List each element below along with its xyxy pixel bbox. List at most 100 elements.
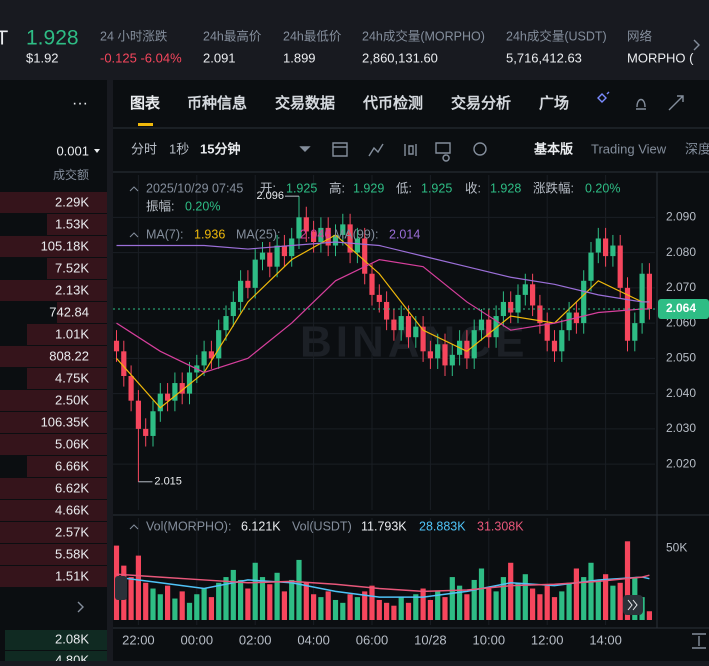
last-price: 1.928: [26, 27, 79, 50]
vol-tick-label: 50K: [666, 541, 687, 555]
ma-legend-name: MA(7):: [146, 227, 184, 241]
stat-value: 1.899: [283, 50, 316, 65]
candle-body: [318, 227, 324, 242]
tab[interactable]: 广场: [539, 94, 569, 112]
candle-body: [150, 411, 156, 436]
scroll-icon[interactable]: [627, 599, 638, 611]
candle-body: [508, 301, 514, 313]
bell-icon[interactable]: [636, 98, 646, 110]
candle-body: [369, 273, 375, 295]
volume-bar: [376, 599, 382, 620]
depth-bar: [0, 280, 107, 301]
info-text: 1.929: [353, 181, 384, 195]
candle-body: [303, 217, 309, 232]
view[interactable]: 深度: [685, 141, 709, 156]
candle-body: [522, 284, 528, 295]
candle-body: [245, 280, 251, 288]
interval[interactable]: 15分钟: [200, 141, 240, 156]
candle-body: [420, 326, 426, 352]
volume-bar: [347, 594, 353, 620]
stat-value: 2,860,131.60: [362, 50, 438, 65]
order-amount: 2.13K: [55, 282, 89, 297]
volume-bar: [230, 569, 236, 620]
volume-bar: [143, 582, 149, 620]
y-tick-label: 2.020: [666, 456, 696, 470]
expand-icon[interactable]: [668, 95, 684, 111]
collapse-icon[interactable]: [129, 232, 139, 238]
last-price-label: 2.064: [666, 301, 696, 315]
interval[interactable]: 1秒: [169, 141, 189, 156]
more-menu[interactable]: ···: [72, 95, 88, 112]
x-tick-label: 22:00: [122, 632, 155, 647]
volume-bar: [194, 594, 200, 620]
symbol: T: [0, 27, 8, 49]
collapse-icon[interactable]: [129, 186, 139, 192]
price-usd: $1.92: [26, 50, 59, 65]
order-amount: 106.35K: [41, 414, 90, 429]
tool-icon[interactable]: [473, 142, 487, 156]
volume-bar: [588, 562, 594, 620]
volume-legend: Vol(MORPHO):: [146, 519, 231, 533]
volume-bar: [595, 579, 601, 620]
expand-arrow[interactable]: [77, 601, 84, 613]
candle-body: [223, 316, 229, 331]
candle-body: [646, 273, 652, 309]
candle-body: [135, 400, 141, 429]
candle-body: [537, 305, 543, 324]
tool-icon[interactable]: [332, 142, 348, 157]
candle-body: [340, 224, 346, 235]
scroll-right[interactable]: [693, 39, 700, 51]
tab[interactable]: 图表: [130, 94, 161, 112]
volume-bar: [573, 568, 579, 620]
tool-icon[interactable]: [404, 144, 417, 156]
ma-legend-name: MA(25):: [236, 227, 280, 241]
ai-icon[interactable]: [597, 91, 610, 103]
order-amount: 4.75K: [55, 370, 89, 385]
candle-body: [435, 344, 441, 359]
order-amount: 4.80K: [55, 652, 89, 661]
volume-bar: [405, 602, 412, 620]
volume-bar: [325, 591, 331, 620]
depth-bar: [0, 478, 107, 499]
volume-bar: [281, 591, 287, 620]
volume-bar: [544, 585, 550, 620]
collapse-icon[interactable]: [129, 524, 139, 530]
tool-icon[interactable]: [368, 143, 384, 157]
info-text: 收:: [465, 181, 481, 195]
scroll-button[interactable]: [623, 595, 643, 615]
volume-bar: [201, 588, 207, 620]
view[interactable]: Trading View: [591, 141, 667, 156]
volume-bar: [471, 579, 477, 620]
dropdown-icon[interactable]: [94, 149, 100, 153]
interval[interactable]: 分时: [131, 141, 157, 156]
dropdown-icon[interactable]: [299, 146, 311, 152]
view[interactable]: 基本版: [533, 141, 573, 156]
volume-bar: [522, 574, 528, 620]
volume-bar: [369, 585, 375, 620]
high-annotation: 2.096: [256, 190, 284, 202]
scale-icon[interactable]: [692, 633, 706, 649]
depth-bar: [57, 302, 107, 323]
tab[interactable]: 代币检测: [362, 94, 423, 112]
tab[interactable]: 币种信息: [187, 94, 247, 112]
stat-label: 24h成交量(MORPHO): [362, 28, 485, 43]
info-text: 高:: [329, 180, 345, 195]
volume-bar: [157, 594, 163, 620]
candle-body: [486, 319, 492, 338]
tab[interactable]: 交易数据: [275, 94, 335, 112]
volume-bar: [354, 597, 360, 620]
candle-body: [216, 330, 222, 359]
volume-bar: [296, 559, 302, 620]
tab[interactable]: 交易分析: [451, 94, 511, 112]
scroll-button[interactable]: [115, 576, 127, 600]
precision[interactable]: 0.001: [56, 143, 89, 158]
depth-bar: [0, 346, 107, 367]
order-amount: 742.84: [49, 304, 89, 319]
candle-body: [362, 238, 368, 274]
order-amount: 2.08K: [55, 631, 89, 646]
candle-body: [201, 351, 207, 366]
order-amount: 1.51K: [55, 568, 89, 583]
candle-body: [464, 340, 470, 359]
tool-icon[interactable]: [435, 142, 451, 162]
depth-bar: [0, 434, 107, 455]
